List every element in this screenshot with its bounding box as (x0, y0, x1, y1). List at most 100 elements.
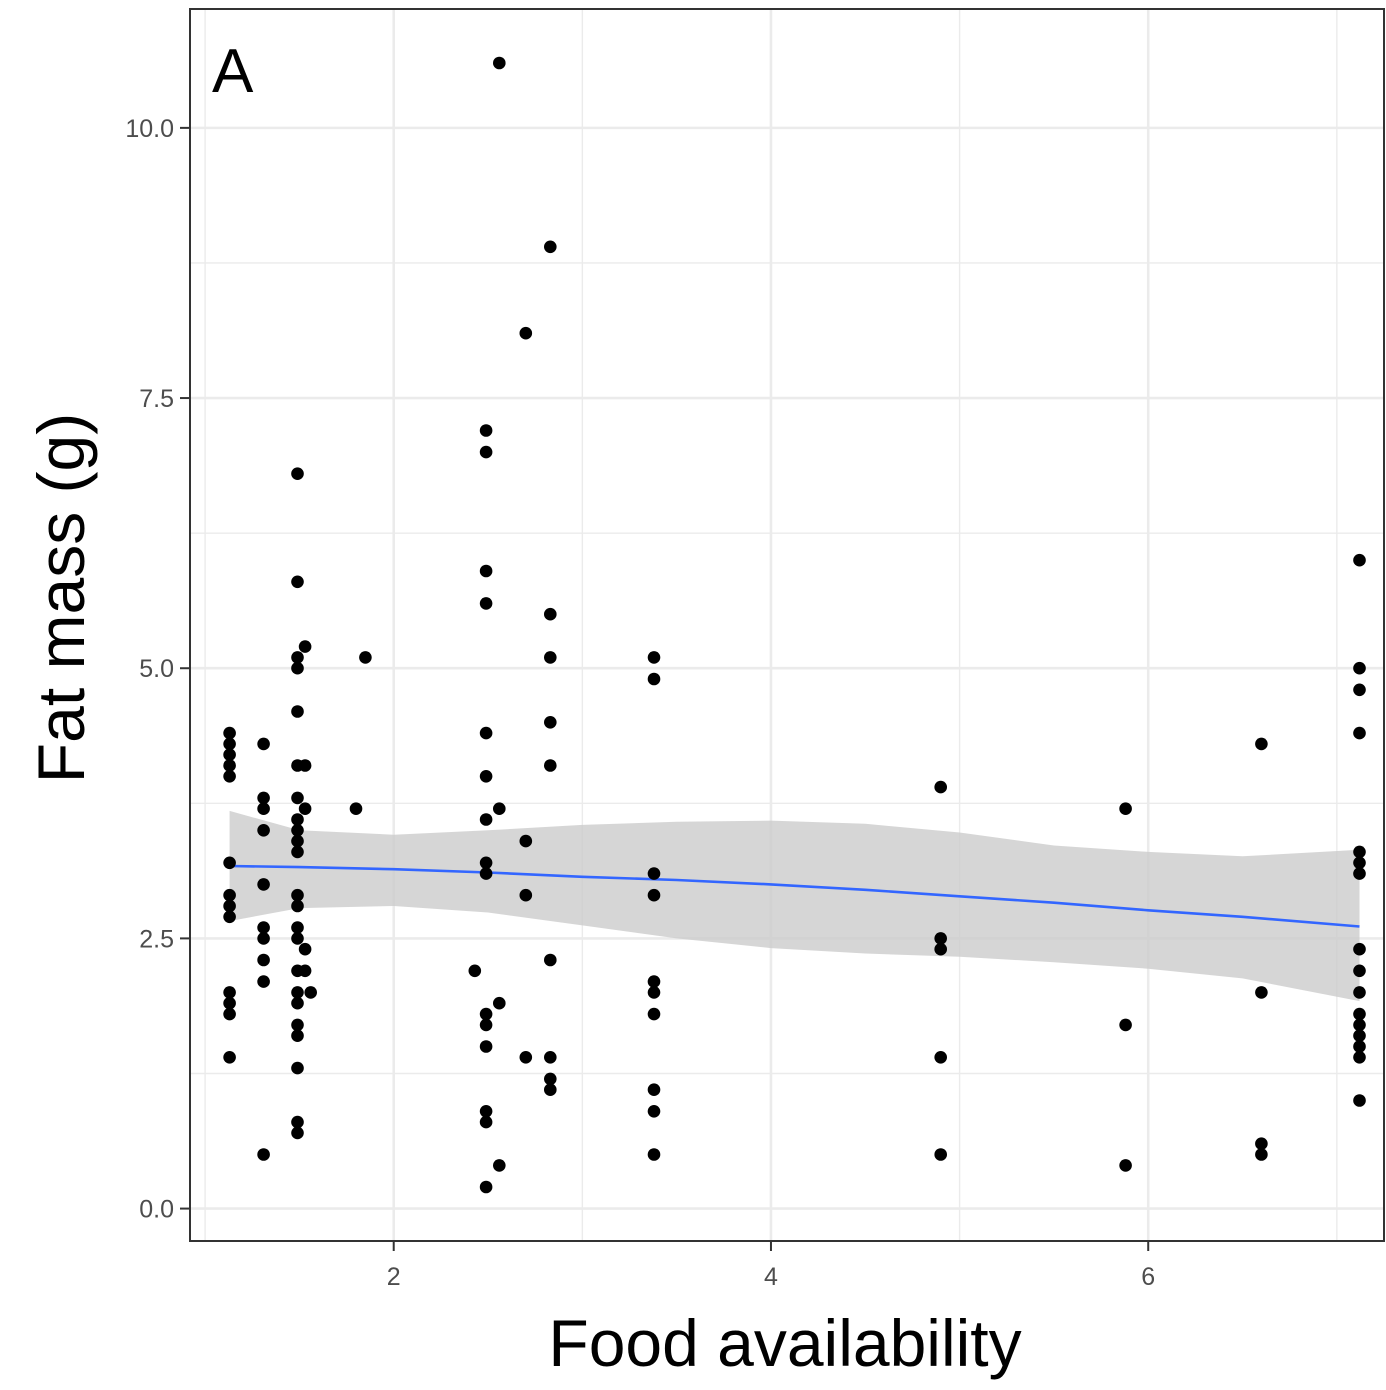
data-point (479, 564, 493, 578)
data-point (1353, 942, 1366, 956)
data-point (257, 953, 270, 967)
data-point (291, 845, 304, 859)
data-point (223, 910, 236, 924)
data-point (1353, 986, 1366, 999)
y-tick-label: 10.0 (125, 115, 174, 143)
data-point (1255, 986, 1268, 999)
data-point (257, 932, 270, 945)
data-points (223, 56, 1366, 1194)
data-point (304, 986, 318, 999)
data-point (519, 834, 533, 848)
data-point (1353, 867, 1366, 880)
data-point (223, 996, 236, 1010)
x-tick-label: 4 (764, 1263, 778, 1291)
data-point (223, 737, 236, 751)
data-point (1353, 1051, 1366, 1064)
y-axis-title: Fat mass (g) (24, 413, 98, 783)
data-point (934, 1148, 947, 1161)
data-point (544, 240, 557, 254)
data-point (934, 1051, 947, 1064)
data-point (223, 1051, 236, 1064)
data-point (479, 424, 493, 437)
data-point (1353, 683, 1366, 697)
data-point (934, 932, 947, 945)
y-tick-label: 2.5 (139, 925, 174, 953)
data-point (291, 575, 304, 589)
data-point (1353, 1018, 1366, 1032)
data-point (544, 651, 557, 664)
data-point (1119, 1159, 1132, 1172)
data-point (479, 1180, 493, 1194)
data-point (223, 748, 236, 761)
data-point (291, 467, 304, 481)
data-point (544, 716, 557, 729)
grid (190, 9, 1384, 1241)
data-point (1353, 845, 1366, 859)
data-point (257, 921, 270, 934)
data-point (479, 1115, 493, 1129)
x-axis-ticks: 2 4 6 (387, 1241, 1155, 1291)
data-point (298, 759, 312, 772)
data-point (1353, 856, 1366, 870)
y-tick-label: 0.0 (139, 1196, 174, 1224)
data-point (349, 802, 363, 815)
data-point (291, 921, 304, 934)
data-point (257, 791, 270, 805)
data-point (544, 1072, 557, 1086)
data-point (647, 1105, 661, 1118)
data-point (479, 597, 493, 610)
data-point (647, 975, 661, 988)
data-point (359, 651, 372, 664)
data-point (291, 791, 304, 805)
data-point (291, 1126, 304, 1140)
data-point (1353, 964, 1366, 978)
data-point (647, 986, 661, 999)
data-point (479, 1040, 493, 1053)
data-point (493, 1159, 506, 1172)
data-point (257, 1148, 270, 1161)
data-point (544, 1051, 557, 1064)
data-point (479, 726, 493, 740)
data-point (647, 1007, 661, 1021)
data-point (519, 1051, 533, 1064)
data-point (291, 996, 304, 1010)
data-point (519, 888, 533, 902)
data-point (1353, 726, 1366, 740)
data-point (291, 824, 304, 837)
data-point (223, 759, 236, 772)
data-point (647, 672, 661, 686)
data-point (519, 326, 533, 340)
data-point (291, 705, 304, 718)
data-point (298, 964, 312, 978)
y-tick-label: 7.5 (139, 385, 174, 413)
data-point (1255, 737, 1268, 751)
data-point (291, 899, 304, 913)
data-point (291, 932, 304, 945)
x-tick-label: 2 (387, 1263, 401, 1291)
data-point (934, 780, 947, 794)
data-point (291, 1018, 304, 1032)
data-point (1353, 1094, 1366, 1107)
data-point (223, 856, 236, 870)
data-point (1255, 1148, 1268, 1161)
data-point (223, 986, 236, 999)
data-point (479, 813, 493, 826)
x-tick-label: 6 (1141, 1263, 1155, 1291)
data-point (1353, 1029, 1366, 1042)
data-point (647, 1148, 661, 1161)
data-point (479, 1007, 493, 1021)
data-point (544, 759, 557, 772)
data-point (223, 770, 236, 783)
data-point (544, 607, 557, 621)
y-axis-ticks: 0.0 2.5 5.0 7.5 10.0 (125, 115, 190, 1224)
data-point (1353, 1007, 1366, 1021)
data-point (479, 1018, 493, 1032)
data-point (493, 802, 506, 815)
data-point (479, 770, 493, 783)
data-point (544, 1083, 557, 1096)
data-point (291, 888, 304, 902)
data-point (223, 726, 236, 740)
data-point (291, 1029, 304, 1042)
